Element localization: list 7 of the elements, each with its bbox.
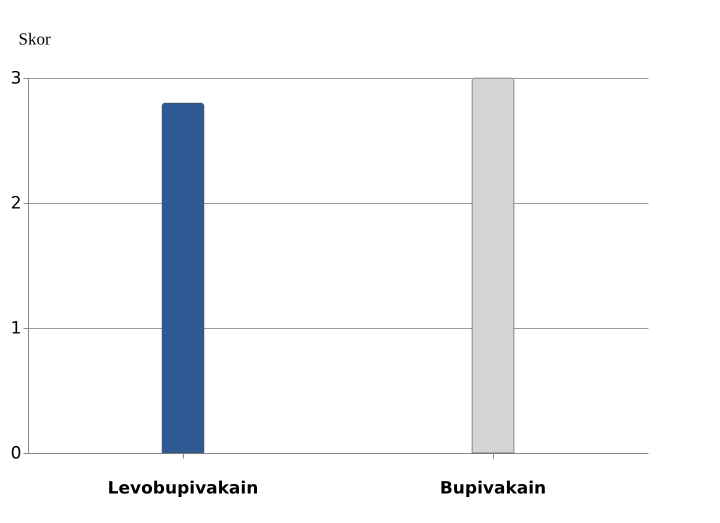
- y-axis-title: Skor: [18, 30, 51, 48]
- y-tick-label: 2: [10, 194, 22, 214]
- y-tick-label: 0: [10, 444, 22, 464]
- y-tick-label: 1: [10, 318, 22, 338]
- x-tick-label: Bupivakain: [440, 478, 546, 498]
- y-tick-label: 3: [10, 68, 22, 88]
- x-tick-label: Levobupivakain: [108, 478, 258, 498]
